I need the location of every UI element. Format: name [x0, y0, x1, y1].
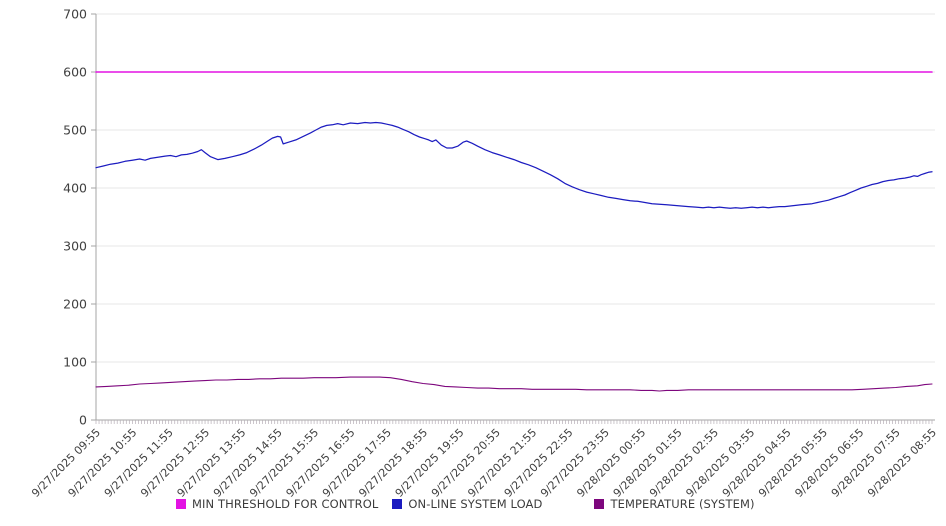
x-minor-ticks [95, 420, 933, 424]
y-axis-labels: 0 100 200 300 400 500 600 700 [63, 7, 96, 428]
y-axis-tick-label: 600 [63, 65, 87, 80]
y-axis-tick-label: 700 [63, 7, 87, 22]
y-axis-tick-label: 200 [63, 297, 87, 312]
series-line-temperature-system [95, 376, 933, 392]
legend-label-min-threshold-for-control: MIN THRESHOLD FOR CONTROL [192, 497, 379, 511]
legend-label-temperature-system: TEMPERATURE (SYSTEM) [610, 497, 755, 511]
chart-legend: MIN THRESHOLD FOR CONTROL ON-LINE SYSTEM… [176, 497, 755, 511]
legend-label-online-system-load: ON-LINE SYSTEM LOAD [408, 497, 543, 511]
x-axis-labels: 9/27/2025 09:559/27/2025 10:559/27/2025 … [29, 426, 939, 500]
y-axis-tick-label: 0 [79, 413, 87, 428]
x-axis-tick-label: 9/28/2025 08:55 [865, 426, 939, 500]
legend-swatch-online-system-load [392, 499, 403, 509]
legend-swatch-min-threshold-for-control [176, 499, 186, 509]
legend-item-min-threshold-for-control: MIN THRESHOLD FOR CONTROL [176, 497, 378, 511]
axes [95, 14, 935, 421]
series-line-on-line-system-load [95, 121, 933, 209]
legend-swatch-temperature-system [594, 499, 605, 509]
legend-item-online-system-load: ON-LINE SYSTEM LOAD [392, 497, 542, 511]
legend-item-temperature-system: TEMPERATURE (SYSTEM) [594, 497, 754, 511]
y-gridlines [96, 13, 935, 363]
y-axis-tick-label: 400 [63, 181, 87, 196]
y-axis-tick-label: 500 [63, 123, 87, 138]
y-axis-tick-label: 300 [63, 239, 87, 254]
y-axis-tick-label: 100 [63, 355, 87, 370]
